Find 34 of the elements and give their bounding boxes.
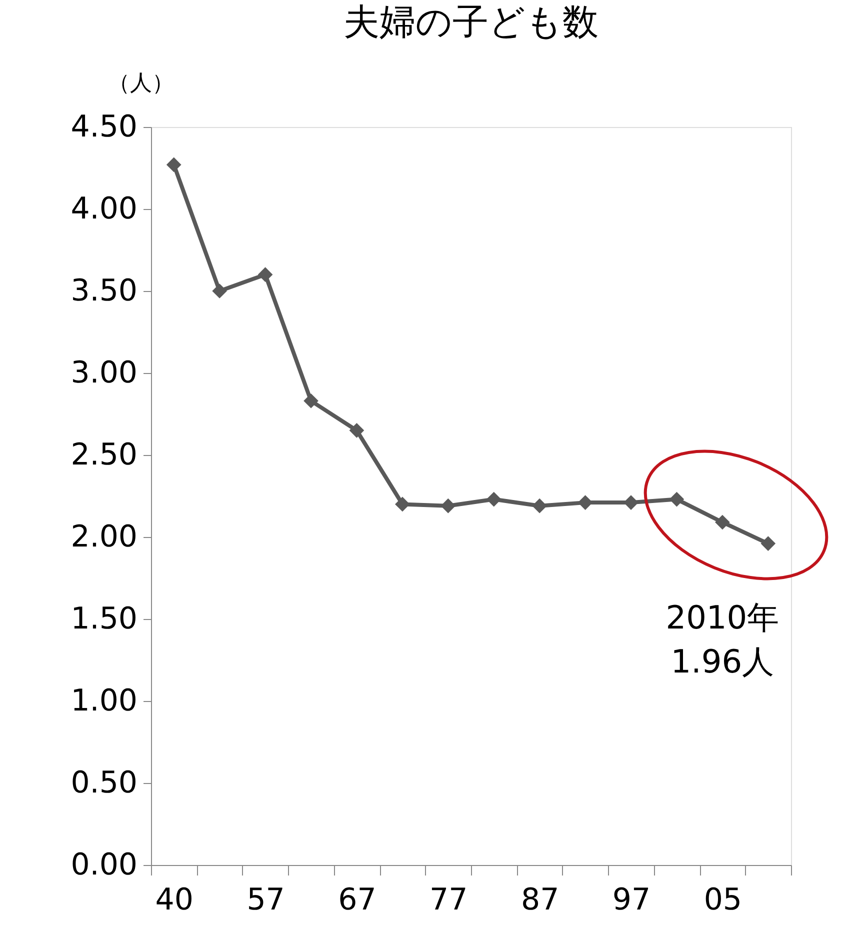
point (212, 284, 227, 298)
y-tick-label: 1.00 (70, 684, 138, 718)
y-tick-label: 0.00 (70, 848, 138, 882)
point (624, 495, 638, 510)
point (166, 157, 182, 172)
y-tick-label: 0.50 (70, 766, 138, 800)
y-tick-label: 4.00 (70, 192, 138, 226)
point (304, 393, 318, 408)
annotation: 2010年 1.96人 (666, 598, 780, 681)
point (578, 495, 593, 510)
y-tick-label: 2.50 (70, 438, 138, 472)
x-tick-label: 57 (246, 882, 285, 918)
y-axis-title: （人） (108, 71, 174, 96)
x-tick-label: 77 (430, 882, 468, 918)
point (669, 492, 684, 507)
x-tick-label: 97 (612, 882, 651, 918)
point (395, 496, 410, 512)
point (715, 514, 730, 530)
point (440, 498, 456, 514)
y-tick-label: 1.50 (70, 602, 138, 636)
point (349, 422, 364, 438)
point (760, 536, 776, 551)
y-tick-label: 3.00 (70, 356, 138, 390)
chart-title: 夫婦の子ども数 (344, 2, 598, 43)
point (258, 267, 273, 282)
x-tick-label: 05 (704, 882, 742, 918)
x-tick-label: 67 (338, 882, 376, 918)
y-tick-label: 4.50 (70, 110, 138, 144)
point (486, 492, 502, 507)
y-tick-label: 3.50 (70, 274, 138, 308)
x-tick-label: 87 (520, 882, 560, 918)
y-tick-label: 2.00 (70, 520, 138, 554)
x-tick-label: 40 (155, 882, 194, 918)
point (532, 498, 547, 514)
